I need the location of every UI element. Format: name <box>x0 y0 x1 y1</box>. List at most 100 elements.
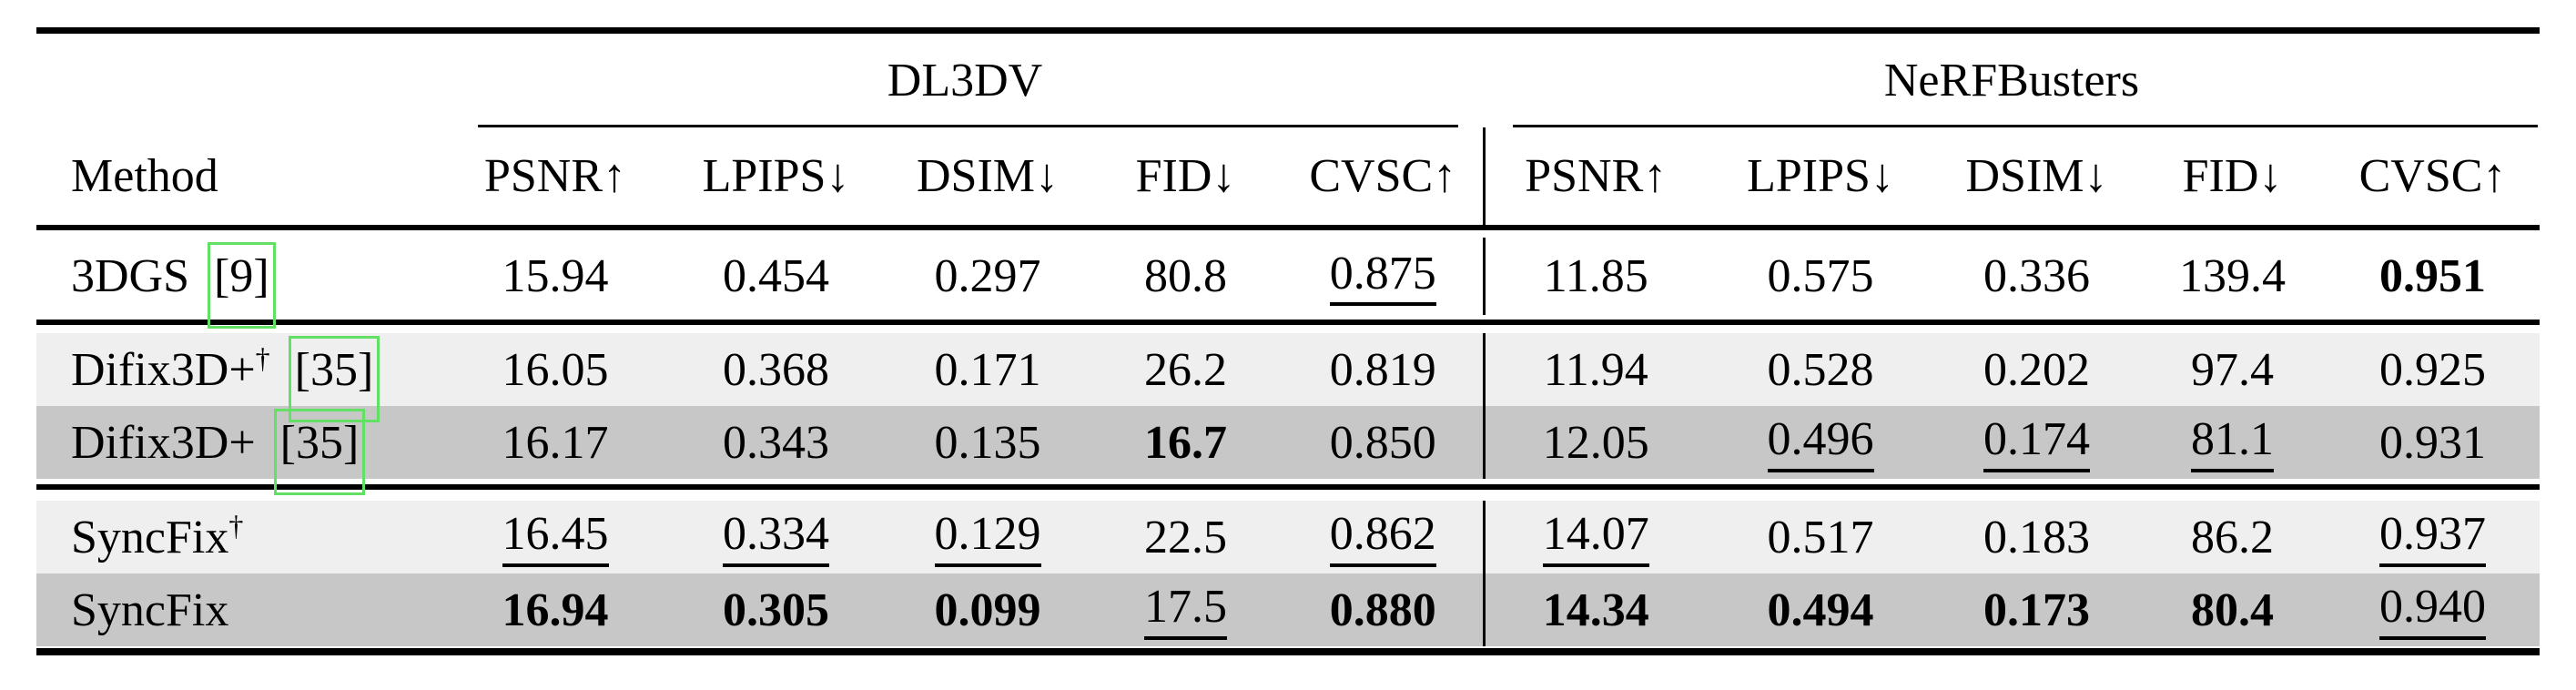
metric-header-psnr-nerfbusters: PSNR↑ <box>1482 127 1707 225</box>
cell-value: 0.099 <box>934 583 1041 636</box>
table-cell: SyncFix <box>36 573 446 646</box>
table-row-difix3d-dagger: Difix3D+† [35] 16.05 0.368 0.171 26.2 0.… <box>36 333 2540 422</box>
table-cell: 14.34 <box>1482 573 1707 646</box>
cell-value: 26.2 <box>1144 343 1227 396</box>
metric-header-dsim-nerfbusters: DSIM↓ <box>1965 150 2108 202</box>
cell-value: 11.94 <box>1543 343 1648 396</box>
cell-value: 0.171 <box>934 343 1041 396</box>
dagger-mark: † <box>228 509 244 543</box>
table-cell: 0.343 <box>664 406 887 479</box>
bottom-rule <box>36 648 2540 655</box>
table-row-syncfix-dagger: SyncFix† 16.45 0.334 0.129 22.5 0.862 14… <box>36 501 2540 573</box>
table-cell: 0.951 <box>2326 238 2540 315</box>
table-cell: 80.8 <box>1088 238 1283 315</box>
cell-value: 0.850 <box>1329 416 1436 469</box>
table-cell: 22.5 <box>1088 501 1283 573</box>
table-cell: 14.07 <box>1482 501 1707 573</box>
group-label-dl3dv: DL3DV <box>887 55 1043 107</box>
table-cell: 0.937 <box>2326 501 2540 573</box>
cell-value: 0.173 <box>1983 583 2090 636</box>
metric-header-lpips-nerfbusters: LPIPS↓ <box>1747 150 1894 202</box>
group-header-row: DL3DV NeRFBusters <box>36 34 2540 127</box>
cell-value: 16.45 <box>502 510 609 567</box>
table-cell: 80.4 <box>2139 573 2326 646</box>
top-rule <box>36 27 2540 34</box>
cell-value: 0.517 <box>1767 511 1874 563</box>
table-cell: 0.305 <box>664 573 887 646</box>
table-cell: 11.94 <box>1482 333 1707 406</box>
dagger-mark: † <box>255 341 270 375</box>
cell-value: 17.5 <box>1144 583 1227 640</box>
table-cell: 0.454 <box>664 238 887 315</box>
cell-value: 0.297 <box>934 250 1041 302</box>
group-header-nerfbusters: NeRFBusters <box>1484 34 2540 127</box>
table-cell: 16.17 <box>446 406 664 479</box>
cell-value: 0.862 <box>1329 510 1436 567</box>
cell-value: 0.937 <box>2379 510 2486 567</box>
spacer <box>36 325 2540 333</box>
table-cell: 0.575 <box>1707 238 1934 315</box>
citation-link[interactable]: [35] <box>273 408 365 495</box>
cell-value: 0.494 <box>1767 583 1874 636</box>
cell-value: 0.334 <box>723 510 829 567</box>
cell-value: 11.85 <box>1543 250 1648 302</box>
table-cell: 86.2 <box>2139 501 2326 573</box>
method-name: SyncFix <box>71 583 229 636</box>
table-cell: 3DGS [9] <box>36 238 446 329</box>
table-row-difix3d: Difix3D+ [35] 16.17 0.343 0.135 16.7 0.8… <box>36 406 2540 495</box>
cell-value: 0.336 <box>1983 250 2090 302</box>
metric-header-fid-dl3dv: FID↓ <box>1135 150 1236 202</box>
table-cell: 0.517 <box>1707 501 1934 573</box>
column-header-row: Method PSNR↑ LPIPS↓ DSIM↓ FID↓ CVSC↑ PSN… <box>36 127 2540 225</box>
cell-value: 22.5 <box>1144 511 1227 563</box>
table-cell: 0.925 <box>2326 333 2540 406</box>
metric-header-cvsc-nerfbusters: CVSC↑ <box>2358 150 2507 202</box>
method-column-header: Method <box>71 150 218 202</box>
cell-value: 0.940 <box>2379 583 2486 640</box>
section-rule <box>36 320 2540 325</box>
method-name: SyncFix <box>71 511 229 563</box>
cell-value: 0.183 <box>1983 511 2090 563</box>
table-cell: 0.875 <box>1283 238 1484 315</box>
cell-value: 0.343 <box>723 416 829 469</box>
cell-value: 0.819 <box>1329 343 1436 396</box>
table-cell: 0.494 <box>1707 573 1934 646</box>
table-cell: 16.94 <box>446 573 664 646</box>
table-cell: 0.202 <box>1934 333 2139 406</box>
table-cell: 0.850 <box>1283 406 1484 479</box>
table-cell: 0.334 <box>664 501 887 573</box>
table-cell: 139.4 <box>2139 238 2326 315</box>
spacer <box>36 490 2540 501</box>
citation-link[interactable]: [35] <box>288 335 380 422</box>
metric-header-fid-nerfbusters: FID↓ <box>2182 150 2283 202</box>
spacer <box>36 230 2540 238</box>
table-cell: 0.880 <box>1283 573 1484 646</box>
table-row-syncfix: SyncFix 16.94 0.305 0.099 17.5 0.880 14.… <box>36 573 2540 646</box>
cell-value: 0.528 <box>1767 343 1874 396</box>
table-cell: 97.4 <box>2139 333 2326 406</box>
citation-link[interactable]: [9] <box>208 242 276 329</box>
cmidrule-nerfbusters <box>1513 125 2538 127</box>
cell-value: 86.2 <box>2191 511 2274 563</box>
cell-value: 15.94 <box>502 250 609 302</box>
section-rule <box>36 484 2540 490</box>
cell-value: 16.7 <box>1144 416 1227 469</box>
cell-value: 0.135 <box>934 416 1041 469</box>
cell-value: 80.8 <box>1144 250 1227 302</box>
cell-value: 0.875 <box>1329 249 1436 307</box>
cell-value: 0.880 <box>1329 583 1436 636</box>
cell-value: 0.174 <box>1983 415 2090 472</box>
table-cell: 15.94 <box>446 238 664 315</box>
cell-value: 12.05 <box>1542 416 1649 469</box>
table-cell: Difix3D+ [35] <box>36 406 446 495</box>
metric-header-dsim-dl3dv: DSIM↓ <box>916 150 1060 202</box>
group-header-dl3dv: DL3DV <box>446 34 1484 127</box>
table-cell: 16.05 <box>446 333 664 406</box>
table-row-3dgs: 3DGS [9] 15.94 0.454 0.297 80.8 0.875 11… <box>36 238 2540 329</box>
method-name: Difix3D+ <box>71 416 256 469</box>
table-cell: 0.931 <box>2326 406 2540 479</box>
table-cell: Difix3D+† [35] <box>36 333 446 422</box>
cell-value: 16.17 <box>502 416 609 469</box>
method-name: Difix3D+ <box>71 343 256 396</box>
